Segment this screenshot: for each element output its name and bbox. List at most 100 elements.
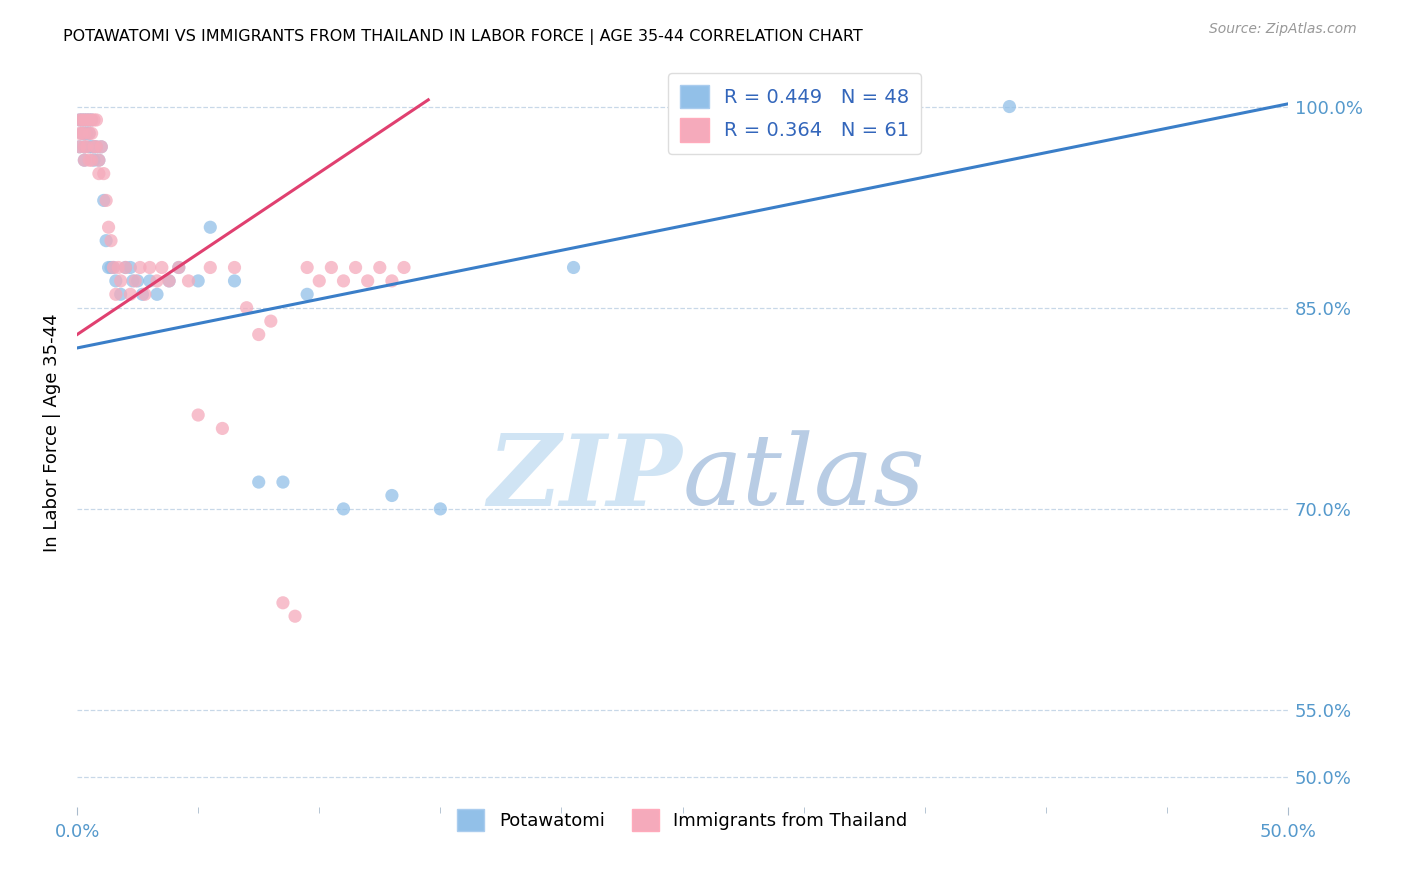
Point (69, 140, 91, 154)
Point (121, 274, 143, 288)
Point (83, 140, 105, 154)
Point (187, 408, 209, 422)
Point (114, 260, 136, 275)
Point (271, 596, 294, 610)
Point (103, 260, 125, 275)
Point (368, 260, 391, 275)
Point (86, 112, 108, 127)
Point (150, 260, 173, 275)
Point (247, 327, 270, 342)
Point (73, 140, 96, 154)
Point (93, 167, 115, 181)
Point (80, 127, 103, 141)
Point (73, 127, 96, 141)
Point (73, 153, 96, 168)
Point (127, 274, 149, 288)
Point (224, 274, 246, 288)
Point (167, 260, 190, 275)
Point (97, 220, 120, 235)
Point (87, 167, 110, 181)
Point (76, 127, 98, 141)
Point (129, 260, 152, 275)
Point (110, 274, 132, 288)
Point (114, 260, 136, 275)
Text: POTAWATOMI VS IMMIGRANTS FROM THAILAND IN LABOR FORCE | AGE 35-44 CORRELATION CH: POTAWATOMI VS IMMIGRANTS FROM THAILAND I… (63, 29, 863, 45)
Point (76, 112, 98, 127)
Point (76, 112, 98, 127)
Point (157, 274, 180, 288)
Point (94, 194, 117, 208)
Point (104, 274, 127, 288)
Point (93, 194, 115, 208)
Point (332, 274, 354, 288)
Point (139, 260, 162, 275)
Point (83, 140, 105, 154)
Point (187, 274, 209, 288)
Point (157, 274, 180, 288)
Point (97, 260, 120, 275)
Point (853, 99, 876, 113)
Point (167, 260, 190, 275)
Point (381, 488, 404, 502)
Point (110, 287, 132, 301)
Point (235, 301, 257, 315)
Point (120, 260, 142, 275)
Point (177, 274, 200, 288)
Point (247, 475, 270, 489)
Point (200, 260, 222, 275)
Point (77, 112, 100, 127)
Point (73, 153, 96, 168)
Point (104, 287, 127, 301)
Point (77, 153, 100, 168)
Point (90, 140, 112, 154)
Point (83, 112, 105, 127)
Point (77, 112, 100, 127)
Point (86, 140, 108, 154)
Point (73, 127, 96, 141)
Point (392, 260, 415, 275)
Point (77, 140, 100, 154)
Point (308, 274, 330, 288)
Point (124, 274, 146, 288)
Point (69, 112, 91, 127)
Point (260, 314, 283, 328)
Point (321, 260, 343, 275)
Point (87, 153, 110, 168)
Point (429, 502, 451, 516)
Point (90, 140, 112, 154)
Point (146, 287, 169, 301)
Point (146, 274, 169, 288)
Point (94, 234, 117, 248)
Point (70, 127, 93, 141)
Point (80, 112, 103, 127)
Point (77, 127, 100, 141)
Point (73, 112, 96, 127)
Point (200, 220, 222, 235)
Point (80, 153, 103, 168)
Point (80, 140, 103, 154)
Point (76, 140, 98, 154)
Point (224, 260, 246, 275)
Point (107, 260, 129, 275)
Point (100, 234, 122, 248)
Point (73, 140, 96, 154)
Point (80, 112, 103, 127)
Point (77, 127, 100, 141)
Point (381, 274, 404, 288)
Point (83, 153, 105, 168)
Point (998, 99, 1021, 113)
Point (562, 260, 585, 275)
Point (70, 127, 93, 141)
Point (120, 287, 142, 301)
Point (70, 112, 93, 127)
Point (271, 475, 294, 489)
Point (69, 112, 91, 127)
Point (139, 274, 162, 288)
Point (357, 274, 380, 288)
Point (73, 112, 96, 127)
Point (69, 140, 91, 154)
Point (86, 140, 108, 154)
Y-axis label: In Labor Force | Age 35-44: In Labor Force | Age 35-44 (44, 314, 60, 552)
Point (69, 127, 91, 141)
Point (211, 421, 233, 435)
